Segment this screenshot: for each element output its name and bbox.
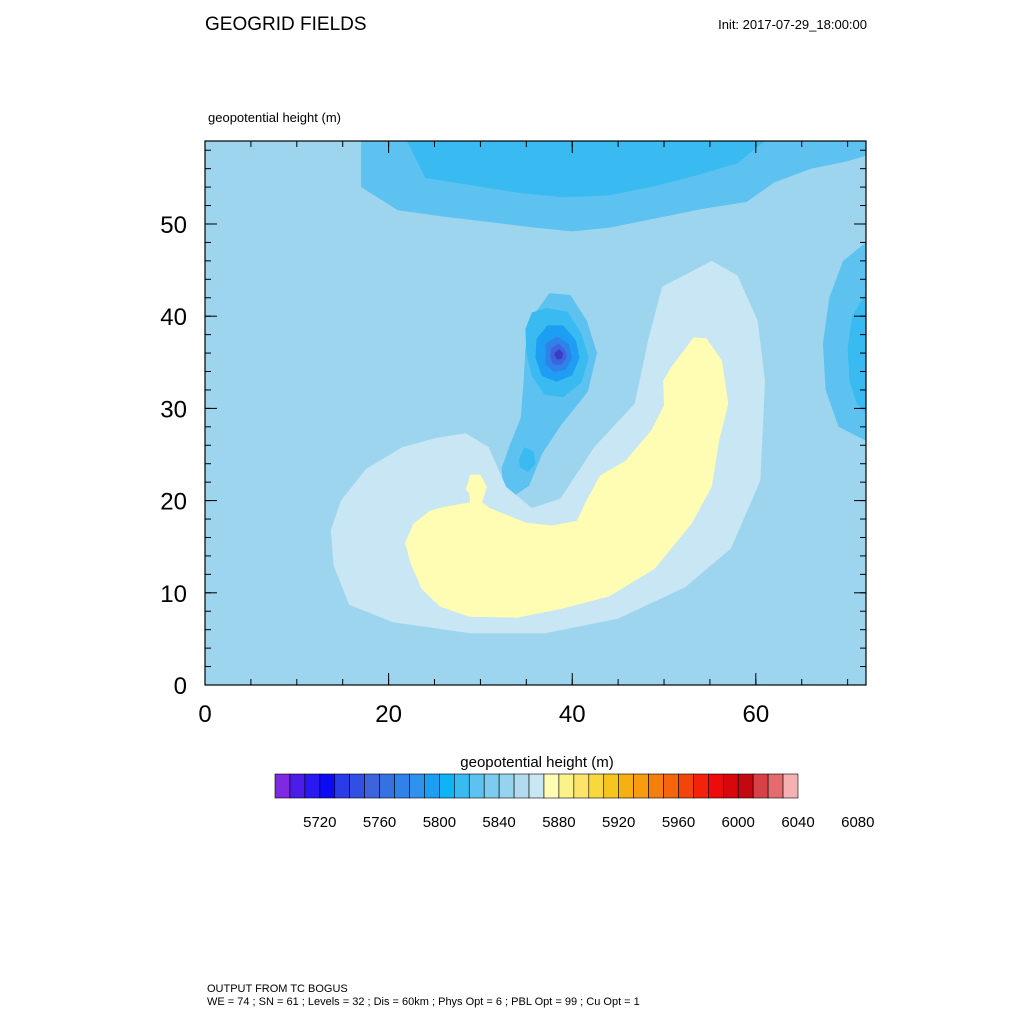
y-tick-label: 40 (160, 304, 187, 331)
footer-line-1: OUTPUT FROM TC BOGUS (207, 983, 348, 995)
colorbar-label: 6000 (722, 814, 755, 831)
colorbar-swatch (364, 773, 380, 799)
colorbar-swatch (439, 773, 455, 799)
colorbar-swatch (573, 773, 590, 799)
colorbar-swatch (349, 773, 365, 799)
contour-region-low-east-core (847, 293, 866, 413)
colorbar-swatch (767, 773, 784, 799)
colorbar-swatch (498, 773, 515, 799)
colorbar-swatch (483, 773, 500, 799)
colorbar-swatch (588, 773, 605, 799)
y-tick-label: 30 (160, 396, 187, 423)
chart-title: GEOGRID FIELDS (205, 14, 367, 35)
colorbar-swatch (648, 773, 664, 799)
footer-line-2: WE = 74 ; SN = 61 ; Levels = 32 ; Dis = … (207, 996, 640, 1008)
x-tick-label: 0 (198, 701, 211, 728)
colorbar-swatch (603, 773, 619, 799)
y-tick-label: 10 (160, 581, 187, 608)
plot-frame (204, 140, 867, 686)
contour-region-low-north-core (407, 141, 765, 198)
field-label: geopotential height (m) (208, 110, 341, 125)
colorbar-label: 5840 (482, 814, 515, 831)
y-tick-label: 50 (160, 212, 187, 239)
colorbar-swatch (663, 773, 679, 799)
colorbar-swatch (513, 773, 530, 799)
init-time-label: Init: 2017-07-29_18:00:00 (718, 17, 867, 32)
colorbar-swatch (633, 773, 649, 799)
colorbar-label: 5920 (602, 814, 635, 831)
y-tick-label: 20 (160, 489, 187, 516)
colorbar-swatch (409, 773, 425, 799)
colorbar-swatch (543, 773, 560, 799)
colorbar-swatch (334, 773, 351, 799)
colorbar-label: 6080 (841, 814, 874, 831)
colorbar-label: 6040 (781, 814, 814, 831)
contour-region-secondary-low (519, 447, 536, 472)
colorbar-swatch (722, 773, 739, 799)
colorbar-swatch (454, 773, 470, 799)
x-tick-label: 40 (559, 701, 586, 728)
colorbar-swatch (618, 773, 634, 799)
x-tick-label: 20 (375, 701, 402, 728)
colorbar-swatch (304, 773, 321, 799)
colorbar-swatch (289, 773, 306, 799)
colorbar-label: 5760 (363, 814, 396, 831)
colorbar-swatch (319, 773, 336, 799)
colorbar-swatch (752, 773, 769, 799)
colorbar-swatch (693, 773, 709, 799)
colorbar-swatch (424, 773, 440, 799)
x-tick-label: 60 (742, 701, 769, 728)
colorbar-label: 5720 (303, 814, 336, 831)
colorbar-label: 5960 (662, 814, 695, 831)
y-tick-label: 0 (174, 673, 187, 700)
colorbar-swatch (708, 773, 724, 799)
colorbar-swatch (737, 773, 754, 799)
colorbar-swatch (379, 773, 395, 799)
colorbar-swatch (274, 773, 291, 799)
colorbar-swatch (678, 773, 694, 799)
colorbar-swatch (558, 773, 575, 799)
colorbar-swatch (468, 773, 485, 799)
contour-region-high-890 (405, 337, 729, 618)
colorbar-title: geopotential height (m) (460, 754, 613, 771)
colorbar-label: 5800 (423, 814, 456, 831)
colorbar-swatch (782, 773, 799, 799)
colorbar-swatch (528, 773, 545, 799)
contour-region-tc-eye (554, 349, 563, 360)
colorbar-label: 5880 (542, 814, 575, 831)
colorbar-swatch (394, 773, 410, 799)
